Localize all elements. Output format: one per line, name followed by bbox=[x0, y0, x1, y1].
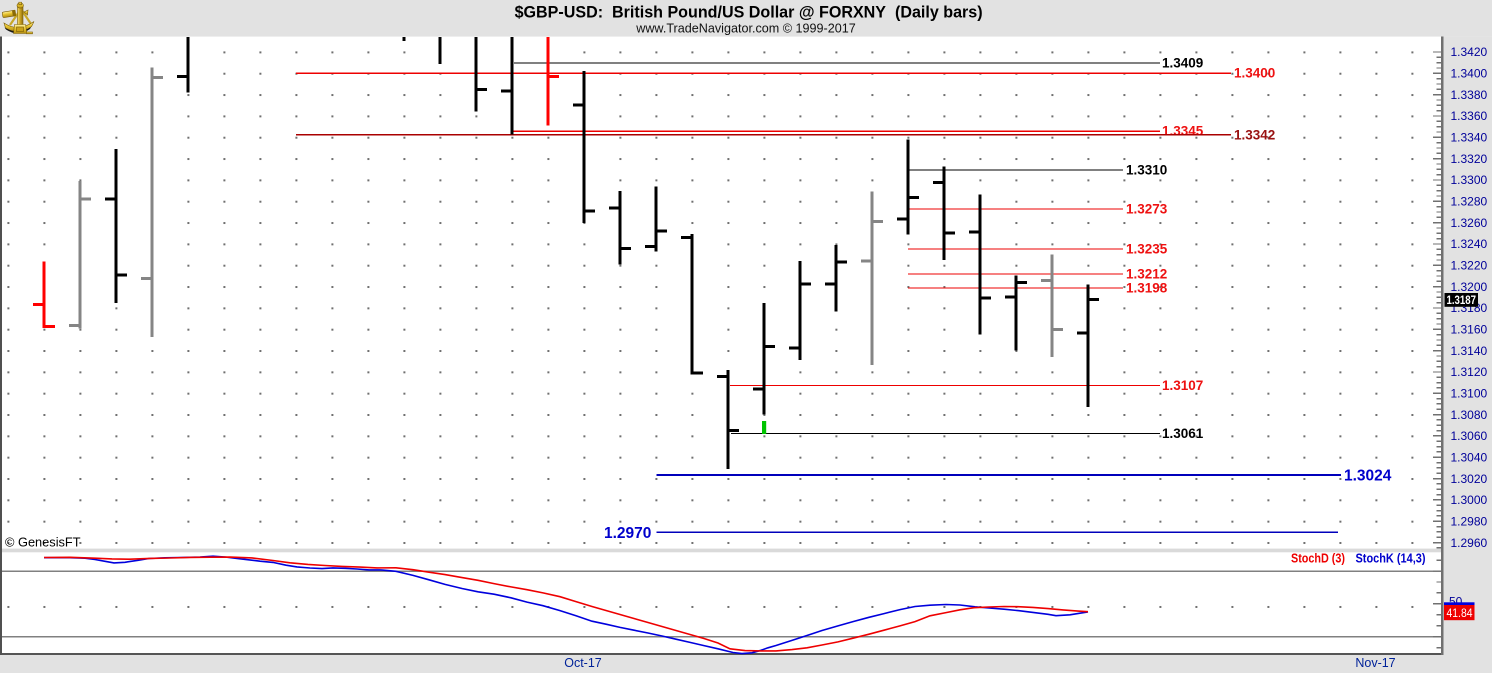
svg-text:1.3060: 1.3060 bbox=[1451, 429, 1488, 443]
svg-text:1.3212: 1.3212 bbox=[1126, 267, 1167, 282]
svg-text:1.3340: 1.3340 bbox=[1451, 131, 1488, 145]
svg-text:1.3380: 1.3380 bbox=[1451, 88, 1488, 102]
svg-text:1.3024: 1.3024 bbox=[1344, 468, 1392, 485]
svg-text:1.3200: 1.3200 bbox=[1451, 280, 1488, 294]
svg-text:1.3160: 1.3160 bbox=[1451, 322, 1488, 336]
svg-text:1.3100: 1.3100 bbox=[1451, 386, 1488, 400]
svg-text:1.3420: 1.3420 bbox=[1451, 45, 1488, 59]
svg-text:Nov-17: Nov-17 bbox=[1355, 656, 1395, 670]
svg-text:1.3360: 1.3360 bbox=[1451, 109, 1488, 123]
svg-text:1.3020: 1.3020 bbox=[1451, 472, 1488, 486]
svg-text:1.3409: 1.3409 bbox=[1162, 56, 1203, 71]
svg-text:1.2960: 1.2960 bbox=[1451, 536, 1488, 550]
svg-text:41.84: 41.84 bbox=[1447, 606, 1473, 620]
svg-text:Oct-17: Oct-17 bbox=[564, 656, 602, 670]
svg-text:1.3040: 1.3040 bbox=[1451, 450, 1488, 464]
svg-text:1.3400: 1.3400 bbox=[1234, 66, 1275, 81]
svg-text:1.3273: 1.3273 bbox=[1126, 202, 1168, 217]
svg-text:1.3235: 1.3235 bbox=[1126, 242, 1168, 257]
svg-text:1.3400: 1.3400 bbox=[1451, 67, 1488, 81]
svg-text:1.3220: 1.3220 bbox=[1451, 259, 1488, 273]
svg-text:$GBP-USD: British Pound/US Do: $GBP-USD: British Pound/US Dollar @ FORX… bbox=[515, 3, 983, 22]
svg-text:1.3061: 1.3061 bbox=[1162, 426, 1204, 441]
svg-text:StochD (3): StochD (3) bbox=[1291, 551, 1345, 565]
svg-text:1.3260: 1.3260 bbox=[1451, 216, 1488, 230]
svg-text:1.3345: 1.3345 bbox=[1162, 124, 1204, 139]
svg-text:1.3320: 1.3320 bbox=[1451, 152, 1488, 166]
svg-text:1.3107: 1.3107 bbox=[1162, 378, 1203, 393]
svg-text:1.2980: 1.2980 bbox=[1451, 514, 1488, 528]
svg-text:1.3310: 1.3310 bbox=[1126, 163, 1167, 178]
svg-text:1.2970: 1.2970 bbox=[604, 525, 651, 542]
svg-text:1.3120: 1.3120 bbox=[1451, 365, 1488, 379]
svg-text:1.3300: 1.3300 bbox=[1451, 173, 1488, 187]
svg-text:1.3000: 1.3000 bbox=[1451, 493, 1488, 507]
svg-text:1.3240: 1.3240 bbox=[1451, 237, 1488, 251]
svg-text:1.3080: 1.3080 bbox=[1451, 408, 1488, 422]
svg-text:1.3342: 1.3342 bbox=[1234, 128, 1275, 143]
svg-text:1.3280: 1.3280 bbox=[1451, 195, 1488, 209]
svg-text:1.3198: 1.3198 bbox=[1126, 281, 1168, 296]
svg-text:© GenesisFT: © GenesisFT bbox=[5, 534, 81, 549]
svg-text:1.3140: 1.3140 bbox=[1451, 344, 1488, 358]
svg-text:www.TradeNavigator.com © 1999-: www.TradeNavigator.com © 1999-2017 bbox=[635, 22, 856, 36]
svg-text:1.3187: 1.3187 bbox=[1447, 295, 1477, 307]
svg-text:StochK (14,3): StochK (14,3) bbox=[1356, 551, 1426, 565]
